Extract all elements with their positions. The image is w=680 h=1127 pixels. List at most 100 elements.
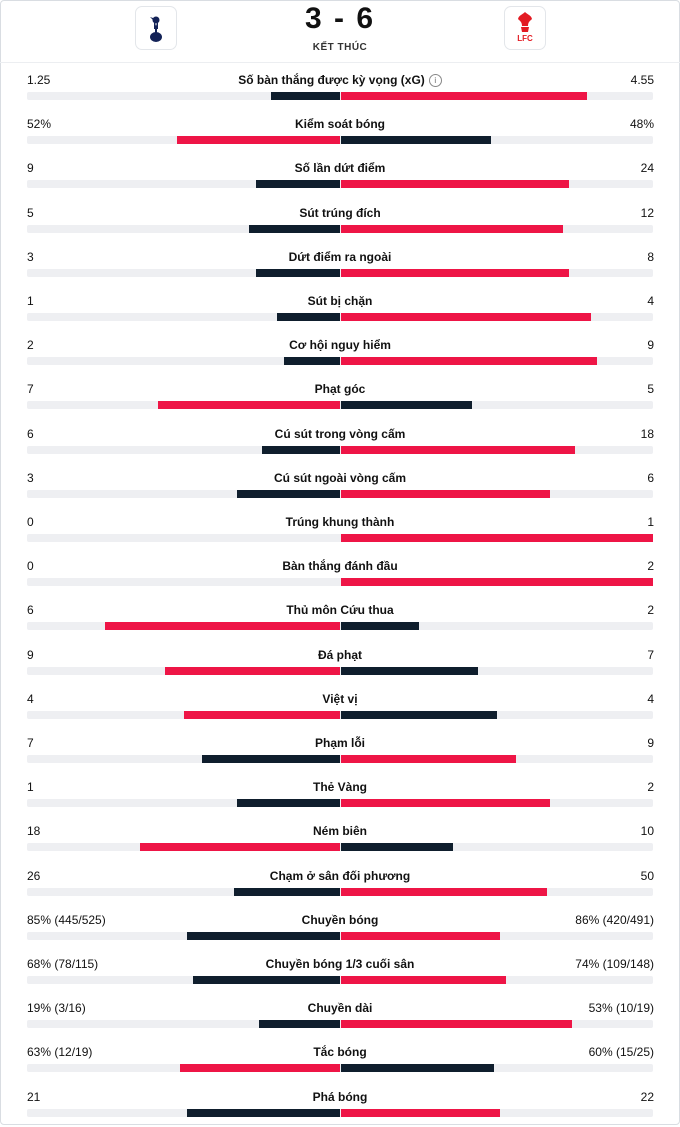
away-stat-bar — [341, 357, 597, 366]
stat-row: 68% (78/115) Chuyền bóng 1/3 cuối sân 74% … — [0, 950, 680, 994]
stat-bar-track — [27, 180, 653, 189]
home-stat-bar — [164, 666, 340, 675]
away-stat-value: 53% (10/19) — [588, 1001, 654, 1016]
stat-bar-track — [27, 445, 653, 454]
home-stat-bar — [255, 180, 340, 189]
away-stat-value: 6 — [647, 470, 654, 485]
away-stat-bar — [341, 489, 551, 498]
home-stat-value: 4 — [27, 691, 34, 706]
stat-label-text: Sút bị chặn — [307, 294, 373, 308]
stat-bar-track — [27, 268, 653, 277]
away-stat-bar — [341, 578, 653, 587]
away-stat-value: 2 — [647, 780, 654, 795]
home-stat-bar — [202, 755, 340, 763]
away-stat-bar — [341, 401, 473, 410]
stat-row: 52% Kiểm soát bóng 48% — [0, 110, 680, 154]
home-stat-value: 2 — [27, 338, 34, 353]
stat-label: Thủ môn Cứu thua — [140, 603, 540, 617]
stat-bar-track — [27, 534, 653, 542]
lfc-text: LFC — [517, 34, 533, 43]
info-icon[interactable]: i — [428, 74, 442, 87]
away-stat-bar — [341, 180, 569, 189]
stat-label: Cú sút trong vòng cấm — [140, 427, 540, 441]
stat-label-text: Trúng khung thành — [285, 515, 395, 529]
stat-row: 63% (12/19) Tắc bóng 60% (15/25) — [0, 1038, 680, 1082]
stat-bar-track — [27, 710, 653, 719]
home-stat-value: 7 — [27, 736, 34, 750]
away-stat-bar — [341, 622, 419, 631]
stat-bar-track — [27, 887, 653, 896]
away-stat-value: 2 — [647, 603, 654, 618]
home-stat-value: 7 — [27, 382, 34, 397]
away-stat-bar — [341, 224, 563, 233]
stat-label-text: Số bàn thắng được kỳ vọng (xG) — [238, 73, 425, 87]
stat-row: 1.25 Số bàn thắng được kỳ vọng (xG) i 4.55 — [0, 66, 680, 110]
away-stat-value: 8 — [647, 249, 654, 264]
stat-label-text: Đá phạt — [317, 647, 362, 662]
stat-row: 26 Chạm ở sân đối phương 50 — [0, 862, 680, 906]
stat-label: Đá phạt — [140, 648, 540, 662]
home-stat-bar — [180, 1064, 340, 1073]
home-stat-bar — [261, 445, 340, 454]
away-stat-value: 48% — [629, 117, 654, 132]
away-stat-value: 74% (109/148) — [575, 957, 654, 971]
stat-row: 18 Ném biên 10 — [0, 817, 680, 861]
stat-bar-track — [27, 578, 653, 587]
home-stat-bar — [186, 931, 340, 940]
stat-bar-track — [27, 313, 653, 321]
away-stat-bar — [341, 666, 479, 675]
stat-row: 3 Cú sút ngoài vòng cấm 6 — [0, 464, 680, 508]
home-stat-value: 52% — [27, 117, 52, 132]
home-stat-bar — [255, 268, 340, 277]
stat-label: Trúng khung thành — [140, 515, 540, 529]
home-stat-value: 9 — [27, 161, 34, 176]
stat-row: 7 Phạm lỗi 9 — [0, 729, 680, 773]
stat-label: Dứt điểm ra ngoài — [140, 250, 540, 264]
stat-label: Kiểm soát bóng — [140, 117, 540, 131]
home-stat-value: 85% (445/525) — [27, 912, 106, 927]
away-stat-bar — [341, 268, 569, 277]
stat-label-text: Ném biên — [312, 824, 367, 839]
home-stat-value: 0 — [27, 559, 34, 574]
stat-label: Việt vị — [140, 692, 540, 706]
away-stat-value: 86% (420/491) — [575, 912, 654, 927]
home-stat-bar — [236, 489, 340, 498]
home-stat-bar — [277, 313, 340, 321]
home-stat-value: 3 — [27, 249, 34, 264]
away-team-badge[interactable]: LFC — [504, 6, 546, 50]
stat-label: Chuyền bóng — [140, 913, 540, 927]
home-team-badge[interactable] — [135, 6, 177, 50]
away-stat-value: 22 — [640, 1089, 654, 1104]
away-stat-bar — [341, 1020, 572, 1029]
home-stat-value: 18 — [27, 824, 41, 839]
away-stat-bar — [341, 843, 454, 852]
stat-label: Cú sút ngoài vòng cấm — [140, 471, 540, 485]
stat-row: 9 Số lần dứt điểm 24 — [0, 154, 680, 198]
match-header: 3 - 6 KẾT THÚC LFC — [0, 0, 680, 62]
stat-row: 6 Thủ môn Cứu thua 2 — [0, 596, 680, 640]
home-stat-value: 63% (12/19) — [27, 1045, 93, 1060]
liverpool-crest-icon: LFC — [517, 12, 533, 43]
stat-row: 2 Cơ hội nguy hiểm 9 — [0, 331, 680, 375]
stat-label: Chạm ở sân đối phương — [140, 869, 540, 883]
stat-label-text: Bàn thắng đánh đầu — [282, 559, 398, 574]
away-stat-value: 50 — [640, 868, 654, 883]
stat-row: 7 Phạt góc 5 — [0, 375, 680, 419]
match-status: KẾT THÚC — [312, 42, 368, 53]
home-stat-value: 9 — [27, 647, 34, 662]
away-stat-bar — [341, 1064, 494, 1073]
away-stat-bar — [341, 710, 497, 719]
away-stat-bar — [341, 976, 507, 984]
home-stat-value: 1 — [27, 294, 34, 308]
stat-label: Phạm lỗi — [140, 736, 540, 750]
stat-label-text: Chuyền dài — [307, 1001, 373, 1016]
home-stat-bar — [258, 1020, 340, 1029]
home-stat-value: 1 — [27, 780, 34, 795]
stat-row: 3 Dứt điểm ra ngoài 8 — [0, 243, 680, 287]
home-stat-bar — [186, 1108, 340, 1117]
stat-label: Phạt góc — [140, 382, 540, 396]
stat-label-text: Chuyền bóng — [301, 912, 379, 927]
stat-bar-track — [27, 755, 653, 763]
away-stat-value: 60% (15/25) — [588, 1045, 654, 1060]
away-stat-bar — [341, 887, 547, 896]
